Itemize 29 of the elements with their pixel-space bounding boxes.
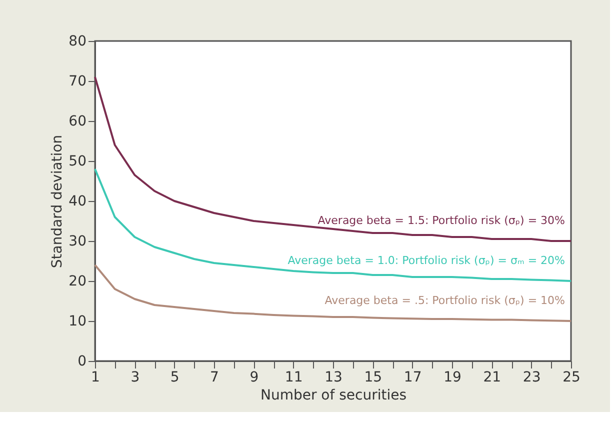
- x-tick-label: 5: [170, 370, 180, 386]
- y-tick-label: 50: [68, 154, 86, 170]
- x-tick-label: 25: [562, 370, 580, 386]
- x-tick-label: 13: [324, 370, 342, 386]
- line-series: [94, 168, 572, 282]
- x-tick-label: 19: [444, 370, 462, 386]
- x-tick-label: 17: [404, 370, 422, 386]
- y-tick-label: 60: [68, 114, 86, 130]
- y-tick-label: 0: [78, 354, 86, 370]
- series-label: Average beta = .5: Portfolio risk (σₚ) = 10%: [324, 294, 565, 307]
- x-tick-label: 21: [483, 370, 502, 386]
- line-series: [94, 76, 572, 242]
- x-tick-label: 1: [91, 370, 100, 386]
- y-tick-label: 30: [68, 234, 86, 250]
- y-axis-title: Standard deviation: [50, 134, 66, 268]
- y-tick-label: 40: [68, 194, 86, 210]
- y-tick-label: 20: [68, 274, 86, 290]
- x-tick-label: 11: [284, 370, 303, 386]
- x-tick-label: 15: [364, 370, 382, 386]
- x-axis-title: Number of securities: [260, 388, 407, 404]
- x-tick-label: 23: [522, 370, 541, 386]
- x-tick-label: 3: [130, 370, 140, 386]
- y-tick-label: 80: [68, 34, 86, 50]
- series-label: Average beta = 1.0: Portfolio risk (σₚ) = σₘ = 20%: [288, 254, 565, 267]
- y-tick-label: 70: [68, 74, 86, 90]
- series-label: Average beta = 1.5: Portfolio risk (σₚ) = 30%: [318, 214, 565, 227]
- x-tick-label: 9: [250, 370, 259, 386]
- y-tick-label: 10: [68, 314, 86, 330]
- x-tick-label: 7: [210, 370, 219, 386]
